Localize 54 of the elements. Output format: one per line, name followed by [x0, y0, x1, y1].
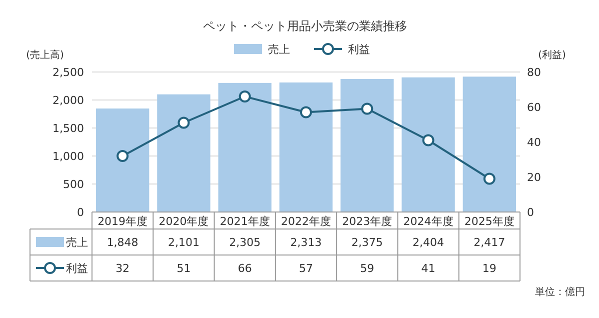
- y2-tick-label: 0: [527, 206, 534, 219]
- y-tick-label: 2,000: [52, 94, 84, 107]
- y-axis-title: (売上高): [26, 49, 64, 61]
- bar: [279, 82, 333, 212]
- legend-label: 売上: [268, 43, 290, 56]
- bar: [340, 79, 394, 212]
- data-label: 59: [360, 262, 374, 275]
- data-label: 2,313: [290, 236, 322, 249]
- bar: [96, 108, 150, 212]
- data-label: 2,404: [412, 236, 444, 249]
- x-tick-label: 2019年度: [98, 215, 148, 228]
- bar: [402, 77, 455, 212]
- data-label: 1,848: [106, 236, 138, 249]
- data-label: 57: [299, 262, 313, 275]
- y-tick-label: 1,500: [52, 122, 84, 135]
- text: 利益: [66, 262, 88, 275]
- point: [116, 150, 129, 162]
- x-tick-label: 2020年度: [158, 215, 209, 228]
- point: [361, 102, 374, 115]
- x-tick-label: 2023年度: [342, 215, 392, 228]
- data-label: 41: [421, 262, 436, 275]
- data-label: 32: [116, 262, 130, 275]
- bar: [157, 94, 210, 212]
- data-label: 2,305: [229, 236, 261, 249]
- y-tick-label: 2,500: [52, 66, 84, 79]
- data-label: 2,375: [351, 236, 383, 249]
- y-tick-label: 1,000: [52, 150, 84, 163]
- y2-tick-label: 40: [527, 136, 541, 149]
- data-label: 2,417: [474, 236, 506, 249]
- chart-title: ペット・ペット用品小売業の業績推移: [203, 19, 407, 33]
- y2-tick-label: 20: [527, 171, 541, 184]
- point: [178, 116, 190, 129]
- y2-axis-title: (利益): [538, 49, 566, 61]
- bar: [462, 76, 516, 212]
- data-label: 19: [482, 262, 496, 275]
- point: [238, 90, 251, 102]
- x-tick-label: 2024年度: [403, 215, 454, 228]
- data-label: 2,101: [168, 236, 200, 249]
- bar: [218, 82, 272, 212]
- data-label: 66: [238, 262, 252, 275]
- text: 単位：億円: [535, 286, 585, 298]
- legend-label: 利益: [348, 43, 370, 56]
- y2-tick-label: 80: [527, 66, 541, 79]
- point: [483, 172, 496, 185]
- y-tick-label: 0: [77, 206, 84, 219]
- point: [300, 106, 312, 118]
- text: 売上: [66, 236, 88, 249]
- point: [422, 134, 434, 146]
- y-tick-label: 500: [63, 178, 84, 191]
- data-label: 51: [176, 262, 191, 275]
- x-tick-label: 2022年度: [281, 215, 331, 228]
- x-tick-label: 2025年度: [464, 215, 514, 228]
- y2-tick-label: 60: [527, 101, 541, 114]
- x-tick-label: 2021年度: [220, 215, 270, 228]
